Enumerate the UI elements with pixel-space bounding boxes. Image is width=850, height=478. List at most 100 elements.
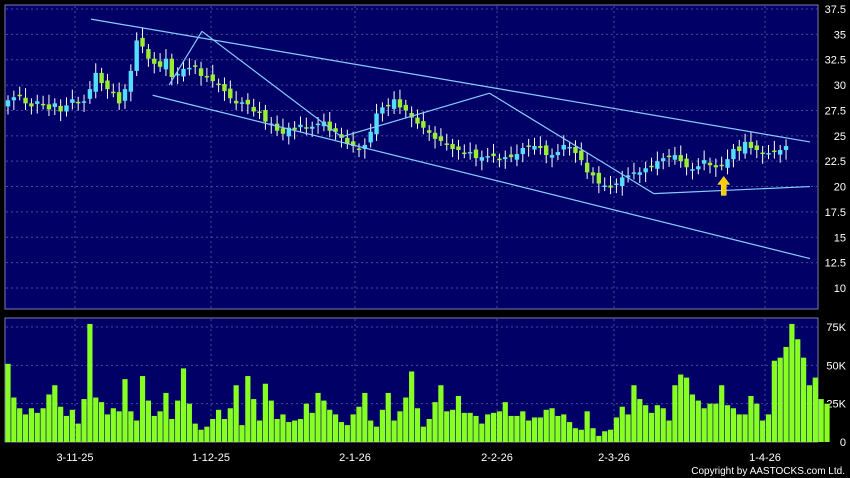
candle-body <box>608 185 613 188</box>
volume-bar <box>180 368 187 442</box>
volume-bar <box>607 429 614 442</box>
volume-bars <box>5 323 830 442</box>
volume-bar <box>812 377 818 442</box>
candle-body <box>245 99 251 105</box>
candle-body <box>111 91 116 94</box>
candle-body <box>122 89 128 101</box>
candle-body <box>327 121 332 131</box>
candle-body <box>81 101 87 103</box>
volume-bar <box>368 420 374 442</box>
volume-bar <box>245 376 251 442</box>
volume-bar <box>391 420 397 442</box>
candle-body <box>140 37 145 47</box>
volume-bar <box>450 409 456 442</box>
annotation-arrow <box>717 175 731 196</box>
candle-body <box>719 164 724 167</box>
candle-body <box>690 169 695 171</box>
candle-body <box>17 94 22 97</box>
candle-body <box>473 149 479 159</box>
volume-bar <box>251 399 257 442</box>
volume-bar <box>186 403 192 442</box>
volume-bar <box>678 374 684 442</box>
volume-bar <box>473 415 479 442</box>
candle-body <box>532 145 537 150</box>
candle-body <box>345 137 350 144</box>
candle-body <box>555 152 561 156</box>
candle-body <box>146 49 151 59</box>
volume-bar <box>689 394 696 442</box>
candle-body <box>391 99 397 109</box>
candle-body <box>64 105 69 112</box>
candle-body <box>58 105 63 112</box>
volume-bar <box>514 415 520 442</box>
volume-bar <box>221 419 228 442</box>
candle-body <box>584 162 590 173</box>
trendline <box>489 92 655 195</box>
price-tick-label: 25 <box>834 131 846 143</box>
candle-body <box>46 104 52 110</box>
candle-body <box>526 145 531 147</box>
price-axis-labels: 37.5 35 32.5 30 27.5 25 22.5 20 17.5 15 12.5 10 <box>825 4 846 295</box>
candle-body <box>5 100 11 107</box>
volume-bar <box>385 392 391 442</box>
candle-body <box>778 150 783 155</box>
volume-axis-labels: 75K 50K 25K 0 <box>826 322 846 449</box>
candle-body <box>415 117 420 124</box>
volume-bar <box>643 405 649 442</box>
volume-bar <box>467 412 473 442</box>
candle-body <box>40 103 46 106</box>
candle-body <box>661 158 666 162</box>
candle-body <box>438 136 444 141</box>
candle-body <box>462 152 467 155</box>
volume-bar <box>783 346 789 442</box>
volume-bar <box>134 420 140 442</box>
volume-bar <box>625 414 631 442</box>
candle-body <box>233 100 239 104</box>
candle-body <box>432 132 438 139</box>
candle-body <box>397 99 403 108</box>
volume-bar <box>572 428 579 442</box>
volume-bar <box>602 431 608 442</box>
date-tick-label: 1-12-25 <box>192 452 230 464</box>
candle-body <box>298 124 303 128</box>
volume-bar <box>362 392 368 442</box>
candle-body <box>175 73 180 76</box>
volume-bar <box>461 412 467 442</box>
volume-bar <box>730 408 736 442</box>
candle-body <box>538 145 543 148</box>
volume-bar <box>373 426 380 442</box>
price-grid <box>6 6 817 308</box>
volume-bar <box>63 415 70 442</box>
candle-body <box>544 145 549 156</box>
volume-bar <box>239 425 245 442</box>
copyright-text: Copyright by AASTOCKS.com Ltd. <box>691 466 845 477</box>
candle-body <box>561 144 566 150</box>
candlesticks <box>5 28 789 196</box>
volume-bar <box>631 385 637 442</box>
candle-body <box>216 83 221 86</box>
volume-bar <box>637 399 643 442</box>
volume-bar <box>684 377 690 442</box>
volume-bar <box>713 403 719 442</box>
candle-body <box>754 145 759 151</box>
candle-body <box>503 157 508 160</box>
volume-bar <box>198 429 204 442</box>
candle-body <box>193 65 198 67</box>
candle-body <box>87 89 93 99</box>
price-tick-label: 17.5 <box>825 207 846 219</box>
volume-bar <box>695 400 701 442</box>
volume-bar <box>648 412 655 442</box>
candle-body <box>573 146 578 154</box>
volume-bar <box>204 426 210 442</box>
volume-bar <box>344 425 350 442</box>
price-tick-label: 12.5 <box>825 258 846 270</box>
volume-bar <box>28 408 34 442</box>
volume-bar <box>531 417 538 442</box>
candle-body <box>304 127 309 129</box>
candle-body <box>368 131 373 143</box>
candle-body <box>403 104 408 111</box>
price-tick-label: 32.5 <box>825 55 846 67</box>
candle-body <box>684 158 689 168</box>
candle-body <box>772 150 777 153</box>
candle-body <box>725 159 730 168</box>
